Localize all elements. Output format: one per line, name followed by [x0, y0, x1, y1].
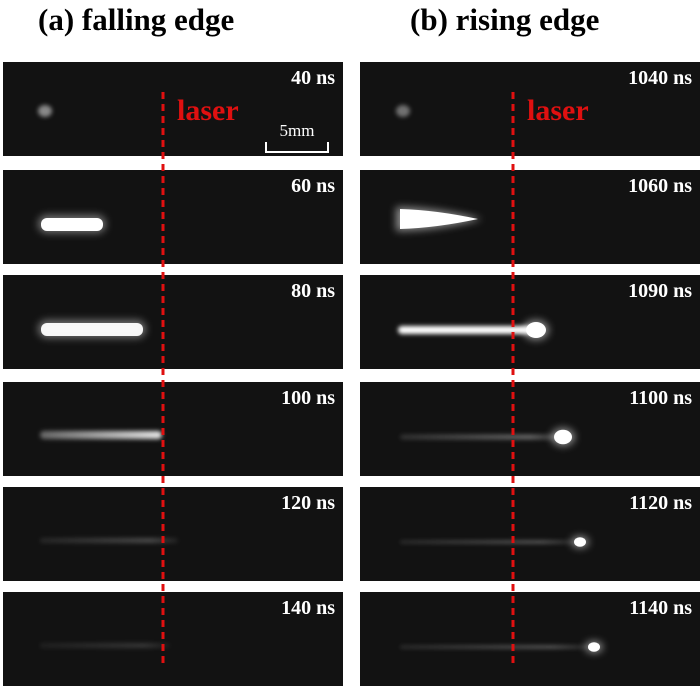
laser-label: laser	[177, 94, 239, 127]
plasma-core	[41, 218, 103, 231]
plasma-glow	[40, 431, 162, 439]
frame-time: 40 ns	[291, 67, 335, 89]
panel-heading: (b) rising edge	[410, 2, 599, 37]
frame-image	[360, 382, 700, 476]
frame-time: 1100 ns	[629, 387, 692, 409]
plasma-glow	[400, 540, 576, 544]
frame-time: 1090 ns	[628, 280, 692, 302]
plasma-glow	[398, 326, 536, 334]
plasma-core	[41, 323, 143, 336]
scale-bar	[265, 142, 329, 153]
frame-time: 120 ns	[281, 492, 335, 514]
panel-heading: (a) falling edge	[38, 2, 234, 37]
frame-image	[360, 487, 700, 581]
frame-image	[3, 487, 343, 581]
scale-label: 5mm	[280, 121, 315, 140]
plasma-glow	[400, 645, 590, 649]
plasma-head	[526, 322, 546, 338]
plasma-head	[574, 537, 586, 547]
plasma-glow	[400, 434, 562, 440]
plasma-glow	[40, 538, 178, 543]
frame-image	[3, 62, 343, 156]
frame-image	[360, 592, 700, 686]
laser-label: laser	[527, 94, 589, 127]
plasma-glow	[40, 643, 170, 648]
frame-time: 1120 ns	[629, 492, 692, 514]
frame-time: 100 ns	[281, 387, 335, 409]
frame-image	[360, 62, 700, 156]
frame-time: 60 ns	[291, 175, 335, 197]
plasma-head	[554, 429, 572, 445]
plasma-glow	[38, 105, 52, 117]
frame-image	[3, 382, 343, 476]
frame-time: 1140 ns	[629, 597, 692, 619]
plasma-head	[588, 642, 600, 652]
frame-time: 1040 ns	[628, 67, 692, 89]
frame-time: 1060 ns	[628, 175, 692, 197]
plasma-glow	[396, 105, 410, 117]
plasma-core	[400, 209, 478, 229]
frame-image	[3, 592, 343, 686]
frame-time: 140 ns	[281, 597, 335, 619]
frame-time: 80 ns	[291, 280, 335, 302]
